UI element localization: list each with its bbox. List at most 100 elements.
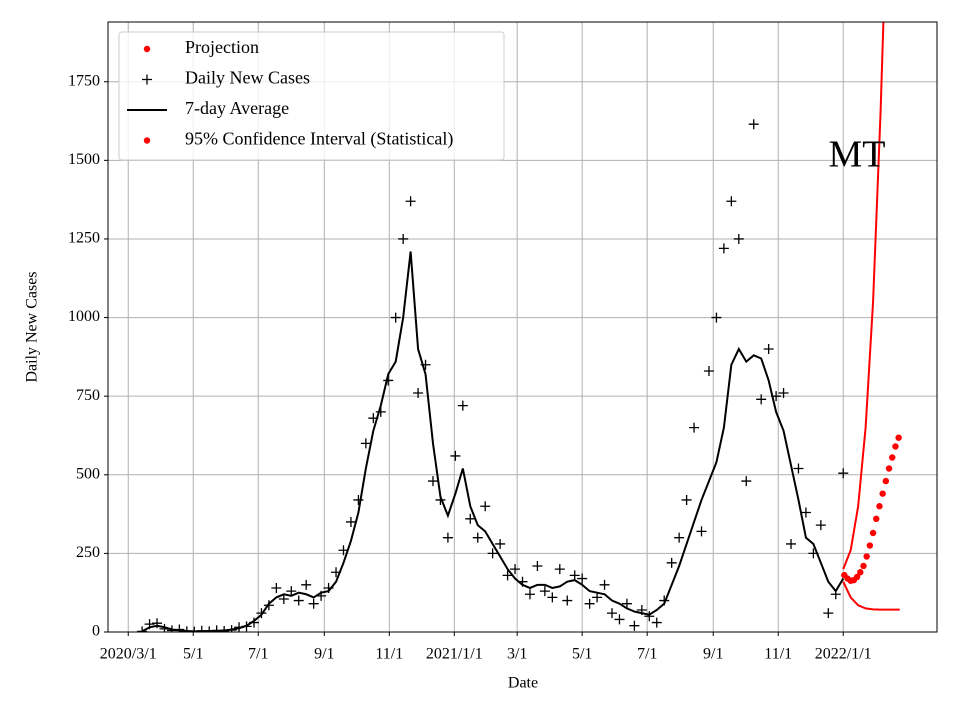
data-point: [271, 582, 282, 593]
data-point: [607, 608, 618, 619]
data-point: [726, 196, 737, 207]
data-point: [562, 595, 573, 606]
x-tick-label: 2022/1/1: [815, 646, 872, 663]
y-tick-label: 250: [76, 544, 100, 561]
x-tick-label: 2021/1/1: [426, 646, 483, 663]
data-point: [569, 570, 580, 581]
data-point: [398, 233, 409, 244]
plot-area: [137, 22, 902, 632]
data-point: [390, 312, 401, 323]
y-axis-label: Daily New Cases: [24, 271, 41, 382]
data-point: [786, 538, 797, 549]
data-point: [689, 422, 700, 433]
data-point: [539, 586, 550, 597]
legend-label: 7-day Average: [185, 98, 289, 118]
data-point: [873, 515, 880, 523]
legend-label: Daily New Cases: [185, 68, 310, 88]
data-point: [495, 538, 506, 549]
data-point: [413, 388, 424, 399]
line: [842, 581, 900, 611]
data-point: [718, 243, 729, 254]
data-point: [711, 312, 722, 323]
data-point: [472, 532, 483, 543]
legend: Projection Daily New Cases 7-day Average 95…: [118, 31, 505, 161]
annotation: MT: [829, 134, 886, 176]
y-tick-label: 1500: [68, 151, 100, 168]
data-point: [895, 434, 902, 441]
data-point: [502, 570, 513, 581]
data-point: [450, 450, 461, 461]
data-point: [793, 463, 804, 474]
ticks: 0 250 500 750 1000 1250 1500 1750 2020/3/1 5/1 7/1…: [68, 72, 872, 662]
data-point: [756, 394, 767, 405]
data-point: [278, 593, 289, 604]
legend-label: Projection: [185, 37, 259, 57]
data-point: [853, 573, 861, 581]
data-point: [741, 476, 752, 487]
legend-marker: [143, 45, 151, 53]
y-tick-label: 750: [76, 387, 100, 404]
axes-frame: [107, 21, 938, 633]
data-point: [427, 476, 438, 487]
data-point: [621, 598, 632, 609]
x-tick-label: 5/1: [183, 646, 203, 663]
line: [141, 251, 845, 632]
data-point: [577, 573, 588, 584]
data-point: [293, 595, 304, 606]
data-point: [823, 608, 834, 619]
data-point: [885, 465, 893, 472]
data-point: [480, 501, 491, 512]
data-point: [345, 516, 356, 527]
data-point: [869, 529, 877, 537]
data-point: [778, 388, 789, 399]
x-tick-label: 11/1: [764, 646, 792, 663]
data-point: [892, 443, 899, 450]
data-point: [360, 438, 371, 449]
data-point: [353, 494, 364, 505]
data-point: [866, 542, 874, 549]
data-point: [800, 507, 811, 518]
data-point: [876, 503, 883, 510]
data-point: [584, 598, 595, 609]
data-point: [286, 586, 297, 597]
data-point: [457, 400, 468, 411]
data-point: [748, 119, 759, 130]
data-point: [599, 579, 610, 590]
data-point: [308, 598, 319, 609]
x-tick-label: 5/1: [572, 646, 592, 663]
x-tick-label: 9/1: [703, 646, 723, 663]
x-axis-label: Date: [508, 675, 538, 692]
data-point: [629, 620, 640, 631]
data-point: [405, 196, 416, 207]
data-point: [763, 344, 774, 355]
data-point: [815, 520, 826, 531]
y-tick-label: 1250: [68, 230, 100, 247]
data-point: [465, 513, 476, 524]
y-tick-label: 1750: [68, 72, 100, 89]
data-point: [487, 548, 498, 559]
x-tick-label: 3/1: [507, 646, 527, 663]
data-point: [674, 532, 685, 543]
data-point: [644, 611, 655, 622]
data-point: [703, 366, 714, 377]
x-tick-label: 2020/3/1: [100, 646, 157, 663]
x-tick-label: 9/1: [314, 646, 334, 663]
data-point: [696, 526, 707, 537]
data-point: [524, 589, 535, 600]
line: [842, 22, 885, 570]
x-tick-label: 7/1: [248, 646, 268, 663]
x-tick-label: 7/1: [637, 646, 657, 663]
data-point: [889, 454, 896, 461]
y-tick-label: 500: [76, 465, 100, 482]
data-point: [592, 592, 603, 603]
data-point: [857, 569, 864, 576]
data-point: [882, 477, 890, 485]
data-point: [301, 579, 312, 590]
data-point: [137, 626, 148, 632]
data-point: [860, 562, 867, 570]
legend-marker: [143, 137, 151, 144]
legend-box: [118, 31, 505, 161]
data-point: [651, 617, 662, 628]
x-tick-label: 11/1: [375, 646, 403, 663]
